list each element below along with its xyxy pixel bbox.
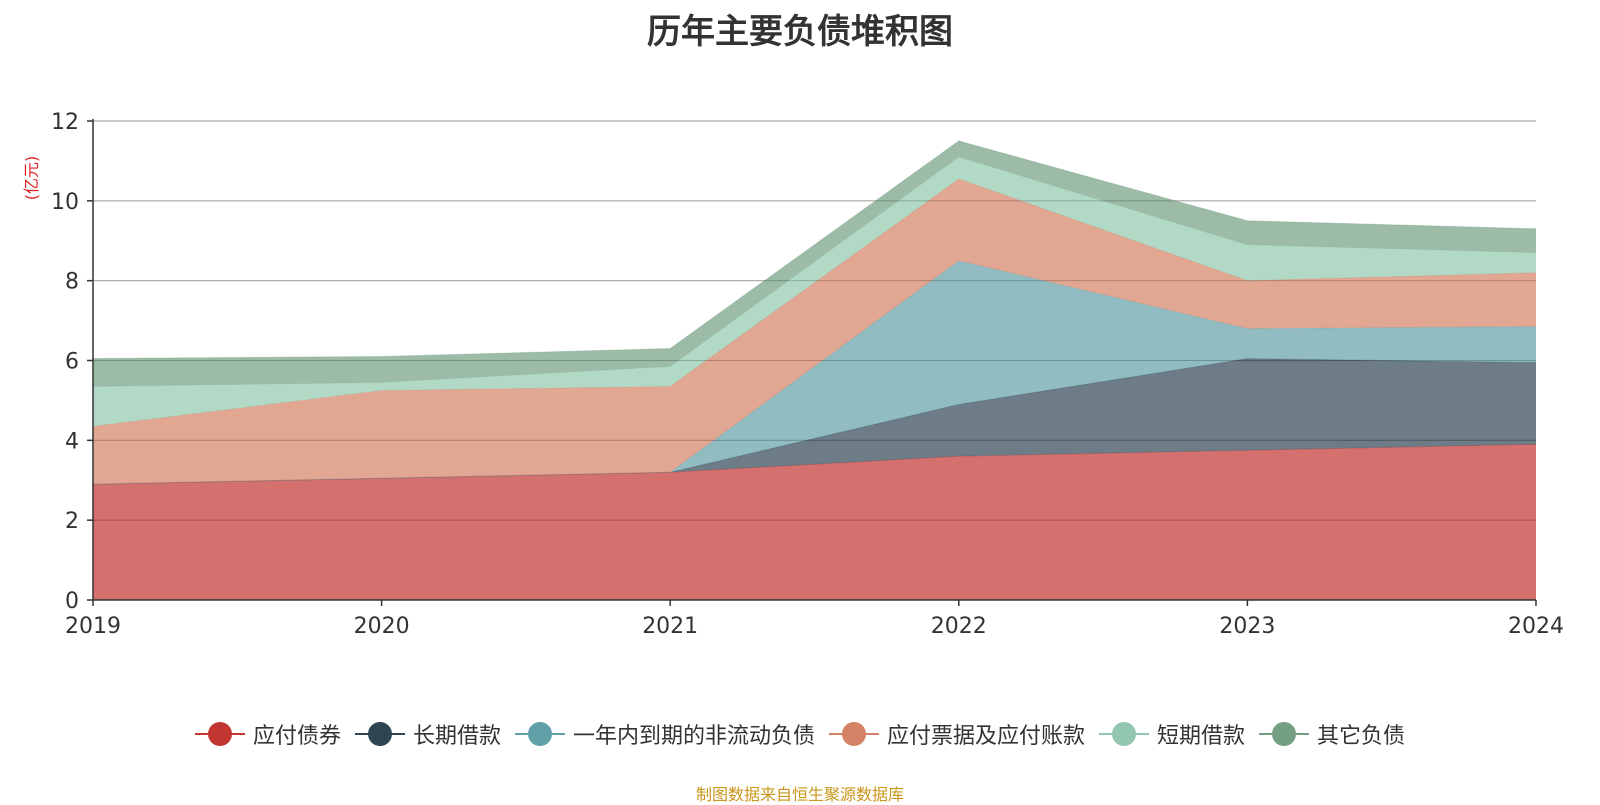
legend-label: 长期借款 <box>412 724 501 749</box>
x-tick-label: 2024 <box>1508 614 1564 639</box>
area-series-line-6 <box>92 140 1537 360</box>
legend-item[interactable]: 长期借款 <box>354 718 501 750</box>
legend-item[interactable]: 短期借款 <box>1099 718 1245 750</box>
area-series-5 <box>93 156 1536 427</box>
legend-marker-icon <box>514 721 565 747</box>
y-tick-label: 0 <box>65 589 79 614</box>
legend-item[interactable]: 一年内到期的非流动负债 <box>514 718 815 750</box>
y-tick-label: 4 <box>65 429 79 454</box>
legend-label: 应付票据及应付账款 <box>887 724 1086 749</box>
data-source-note: 制图数据来自恒生聚源数据库 <box>695 785 904 804</box>
y-tick-label: 6 <box>65 350 79 375</box>
legend-item[interactable]: 应付债券 <box>194 718 341 750</box>
legend-marker-icon <box>194 721 245 747</box>
legend-marker-icon <box>1259 721 1310 747</box>
x-tick-label: 2021 <box>642 614 698 639</box>
legend-label: 应付债券 <box>252 724 341 749</box>
legend-label: 其它负债 <box>1317 724 1406 749</box>
stacked-area-chart: 0 2 4 6 8 10 12 2019 2020 2021 2022 2023 2024 <box>51 110 1564 639</box>
y-tick-label: 2 <box>65 509 79 534</box>
area-series <box>92 140 1537 600</box>
legend-marker-icon <box>829 721 879 747</box>
area-series-6 <box>93 140 1536 387</box>
x-tick-label: 2019 <box>65 614 121 639</box>
legend-item[interactable]: 应付票据及应付账款 <box>829 718 1085 750</box>
area-series-4 <box>93 178 1536 485</box>
area-series-2 <box>93 358 1536 485</box>
legend-label: 一年内到期的非流动负债 <box>572 724 815 749</box>
x-tick-label: 2023 <box>1219 614 1275 639</box>
y-tick-label: 10 <box>51 190 79 215</box>
legend-item[interactable]: 其它负债 <box>1259 718 1405 750</box>
legend-label: 短期借款 <box>1157 724 1246 749</box>
x-tick-label: 2020 <box>354 614 410 639</box>
y-tick-label: 12 <box>51 110 79 135</box>
area-series-line-4 <box>92 178 1537 427</box>
y-tick-label: 8 <box>65 270 79 295</box>
axes: 0 2 4 6 8 10 12 2019 2020 2021 2022 2023 2024 <box>51 110 1564 639</box>
legend: 应付债券 长期借款 一年内到期的非流动负债 应付票据及应付账款 短期借款 其它负债 <box>0 718 1600 750</box>
legend-marker-icon <box>1099 721 1150 747</box>
chart-title: 历年主要负债堆积图 <box>647 12 953 52</box>
area-series-1 <box>93 444 1536 600</box>
area-series-3 <box>93 260 1536 485</box>
legend-marker-icon <box>354 721 405 747</box>
x-tick-label: 2022 <box>931 614 987 639</box>
